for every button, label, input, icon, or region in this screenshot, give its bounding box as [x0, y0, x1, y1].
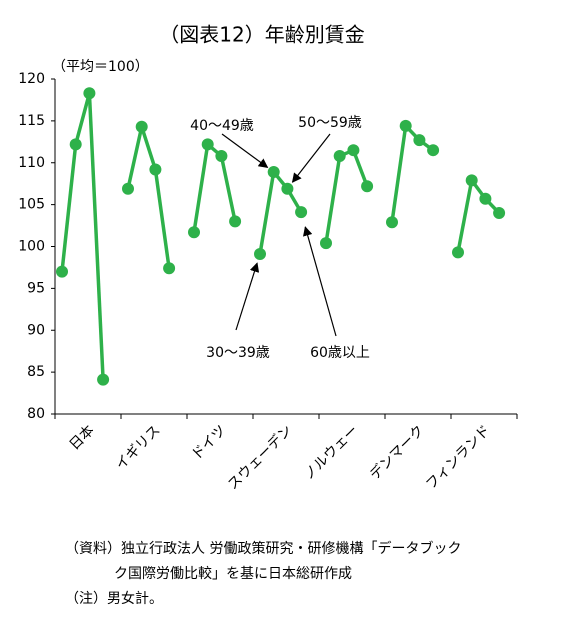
y-tick-label: 110 [18, 155, 45, 171]
note: ク国際労働比較」を基に日本総研作成 [114, 565, 352, 582]
point [413, 134, 426, 147]
line-segment [456, 180, 474, 253]
line-segment [74, 92, 92, 145]
y-tick-label: 115 [18, 113, 45, 129]
point [479, 192, 492, 205]
point [399, 119, 412, 132]
point [135, 120, 148, 133]
point [254, 248, 266, 261]
point [201, 138, 214, 151]
line-segment [60, 144, 78, 272]
x-tick-label: スウェーデン [224, 422, 295, 493]
note: （注）男女計。 [65, 590, 163, 607]
point [281, 182, 294, 195]
line-segment [219, 155, 237, 222]
annotation-arrow [235, 262, 260, 331]
point [452, 246, 464, 259]
series-label: 50～59歳 [298, 115, 362, 131]
y-tick-label: 80 [27, 406, 45, 422]
annotation-arrow [303, 226, 337, 337]
y-tick-label: 120 [18, 71, 45, 87]
point [427, 144, 440, 157]
x-tick-label: デンマーク [366, 422, 428, 484]
annotation-arrow [291, 133, 331, 183]
annotation-arrow [221, 133, 269, 168]
line-segment [140, 126, 158, 170]
point [188, 226, 200, 239]
point [465, 174, 478, 187]
x-tick-label: ノルウェー [301, 422, 362, 483]
y-tick-label: 90 [27, 322, 45, 338]
x-tick-label: イギリス [113, 422, 164, 473]
series-label: 60歳以上 [310, 345, 370, 361]
y-tick-label: 105 [18, 197, 45, 213]
point [361, 180, 374, 193]
line-segment [153, 169, 171, 269]
point [163, 262, 176, 275]
line-segment [192, 144, 210, 233]
x-tick-label: フィンランド [423, 422, 494, 493]
point [215, 150, 228, 163]
line-segment [351, 149, 369, 187]
series-label: 40～49歳 [190, 118, 254, 134]
line-segment [324, 155, 342, 244]
point [229, 215, 242, 228]
point [149, 163, 162, 176]
line-segment [87, 93, 105, 380]
point [493, 207, 506, 219]
y-axis-label: （平均＝100） [52, 59, 149, 75]
point [97, 373, 110, 386]
line-segment [258, 171, 276, 255]
point [122, 182, 134, 195]
x-tick-label: 日本 [67, 422, 98, 453]
note: （資料）独立行政法人 労働政策研究・研修機構「データブック [65, 540, 461, 557]
point [347, 144, 360, 157]
line-segment [390, 125, 408, 223]
point [333, 150, 346, 163]
y-tick-label: 85 [27, 364, 45, 380]
point [83, 87, 96, 100]
point [295, 206, 308, 219]
y-tick-label: 100 [18, 239, 45, 255]
series-label: 30～39歳 [206, 345, 270, 361]
point [267, 165, 280, 178]
line-segment [126, 126, 144, 190]
x-tick-label: ドイツ [189, 422, 230, 463]
point [69, 138, 82, 151]
chart-title: （図表12）年齢別賃金 [159, 23, 364, 47]
point [56, 265, 68, 278]
point [320, 237, 332, 250]
point [386, 216, 398, 229]
y-tick-label: 95 [27, 280, 45, 296]
